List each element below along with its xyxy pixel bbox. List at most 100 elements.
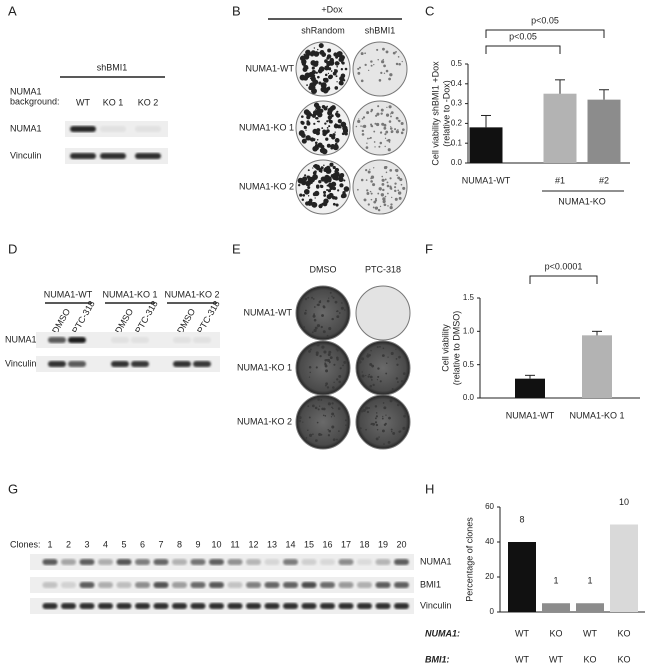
colony bbox=[319, 184, 322, 187]
colony bbox=[320, 433, 323, 436]
colony bbox=[378, 145, 381, 148]
colony bbox=[332, 296, 335, 299]
colony bbox=[309, 77, 312, 80]
colony bbox=[374, 417, 377, 420]
colony bbox=[390, 428, 393, 431]
lane-label: KO 2 bbox=[138, 97, 159, 107]
colony bbox=[309, 371, 311, 374]
plate bbox=[295, 340, 351, 396]
clone-number: 15 bbox=[304, 539, 314, 549]
colony bbox=[336, 110, 339, 113]
colony bbox=[397, 381, 399, 383]
colony bbox=[357, 188, 359, 191]
colony bbox=[307, 169, 310, 172]
colony bbox=[374, 197, 377, 200]
colony bbox=[298, 416, 302, 420]
colony bbox=[323, 106, 328, 111]
colony bbox=[381, 354, 385, 357]
colony bbox=[381, 417, 384, 420]
y-tick-label: 0 bbox=[490, 607, 495, 616]
colony bbox=[383, 64, 386, 68]
colony bbox=[305, 129, 307, 131]
colony bbox=[302, 421, 304, 423]
y-tick-label: 0.5 bbox=[451, 59, 463, 68]
colony bbox=[382, 197, 386, 201]
colony bbox=[328, 429, 332, 433]
blot-band bbox=[98, 582, 113, 588]
colony bbox=[384, 145, 386, 148]
colony bbox=[300, 120, 304, 125]
colony bbox=[374, 206, 379, 210]
colony bbox=[307, 405, 310, 408]
clone-number: 18 bbox=[359, 539, 369, 549]
blot-band bbox=[209, 603, 224, 609]
colony bbox=[379, 141, 383, 145]
y-axis-label: Cell viability shBMI1 +Dox bbox=[430, 61, 440, 166]
blot-band bbox=[135, 126, 161, 132]
colony bbox=[304, 297, 308, 301]
colony bbox=[314, 326, 318, 330]
colony bbox=[395, 50, 397, 53]
group-label: NUMA1-KO bbox=[558, 196, 606, 206]
blot-band bbox=[246, 603, 261, 609]
colony bbox=[325, 369, 329, 373]
blot-band bbox=[153, 559, 169, 565]
colony bbox=[377, 367, 380, 370]
colony bbox=[375, 122, 380, 127]
bar bbox=[587, 99, 621, 163]
colony bbox=[330, 146, 334, 150]
colony bbox=[331, 402, 334, 405]
colony bbox=[327, 402, 332, 406]
colony bbox=[313, 318, 317, 322]
group-label: NUMA1-KO 1 bbox=[102, 289, 157, 299]
colony bbox=[357, 71, 361, 75]
colony bbox=[316, 139, 319, 141]
colony bbox=[384, 195, 387, 198]
lane-label: KO 1 bbox=[103, 97, 124, 107]
row-label: NUMA1-KO 2 bbox=[237, 416, 292, 426]
colony bbox=[382, 402, 385, 404]
panel-label: D bbox=[8, 241, 17, 256]
colony bbox=[324, 364, 328, 368]
blot-band bbox=[100, 126, 126, 132]
colony bbox=[318, 405, 321, 407]
colony bbox=[314, 406, 318, 410]
colony bbox=[315, 108, 317, 111]
colony bbox=[317, 68, 323, 74]
colony bbox=[318, 204, 323, 209]
treatment-label: +Dox bbox=[321, 4, 343, 14]
colony bbox=[332, 386, 335, 389]
blot-band bbox=[172, 603, 187, 609]
colony bbox=[332, 144, 339, 151]
colony bbox=[332, 202, 336, 206]
blot-band bbox=[227, 603, 243, 609]
colony bbox=[319, 355, 322, 358]
blot-band bbox=[135, 559, 150, 565]
blot-band bbox=[246, 582, 261, 588]
blot-band bbox=[42, 582, 58, 588]
colony bbox=[369, 137, 371, 140]
colony bbox=[380, 71, 383, 75]
colony bbox=[367, 375, 370, 378]
colony bbox=[305, 309, 307, 312]
colony bbox=[312, 298, 315, 300]
colony bbox=[383, 406, 387, 410]
plate bbox=[352, 100, 408, 156]
colony bbox=[305, 436, 308, 439]
colony bbox=[324, 362, 326, 364]
clone-number: 9 bbox=[195, 539, 200, 549]
colony bbox=[328, 327, 332, 331]
colony bbox=[397, 176, 401, 180]
lane-label: PTC-318 bbox=[133, 299, 160, 335]
colony bbox=[390, 203, 393, 206]
colony bbox=[397, 129, 399, 131]
colony bbox=[328, 297, 330, 299]
blot-band bbox=[394, 582, 409, 588]
colony bbox=[336, 378, 339, 381]
colony bbox=[340, 121, 347, 128]
colony bbox=[343, 128, 349, 134]
clone-number: 8 bbox=[177, 539, 182, 549]
colony bbox=[313, 163, 319, 169]
colony bbox=[382, 47, 385, 51]
colony bbox=[387, 205, 389, 207]
